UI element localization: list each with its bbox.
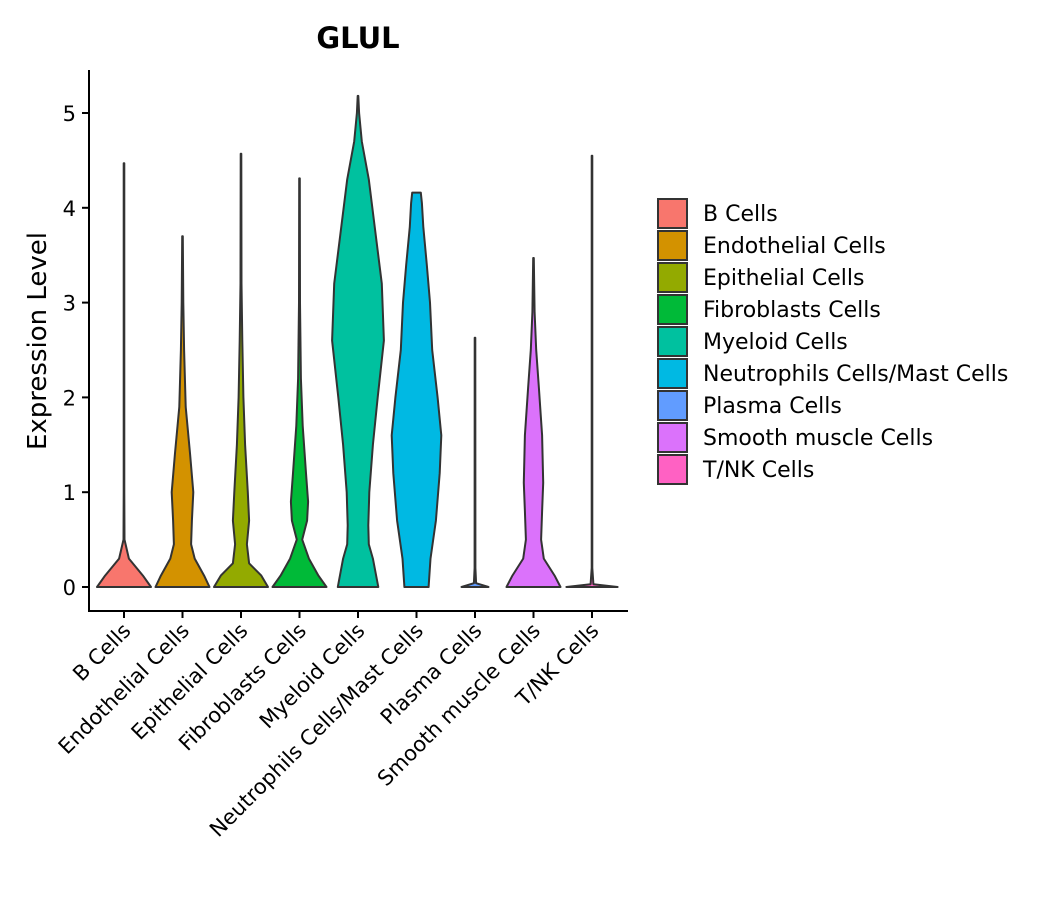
violin-plasma-cells — [460, 336, 490, 588]
y-tick-label: 1 — [63, 481, 76, 505]
legend-label: Plasma Cells — [703, 394, 842, 419]
legend-label: Smooth muscle Cells — [703, 426, 933, 451]
legend-label: B Cells — [703, 202, 778, 227]
legend-label: Endothelial Cells — [703, 234, 886, 259]
y-tick-label: 0 — [63, 576, 76, 600]
legend-swatch — [657, 390, 688, 421]
plot-area — [96, 94, 619, 588]
legend-swatch — [657, 294, 688, 325]
violin-t-nk-cells — [565, 154, 619, 588]
legend-label: Myeloid Cells — [703, 330, 848, 355]
legend-label: Epithelial Cells — [703, 266, 864, 291]
y-axis-ticks: 0 1 2 3 4 5 — [63, 102, 89, 600]
violin-myeloid-cells — [331, 94, 385, 588]
violin-b-cells — [96, 162, 152, 588]
chart-title: GLUL — [316, 21, 399, 55]
legend: B Cells Endothelial Cells Epithelial Cells… — [657, 198, 1008, 485]
x-tick-label: Plasma Cells — [376, 619, 487, 730]
y-axis-label: Expression Level — [23, 232, 53, 450]
legend-swatch — [657, 326, 688, 357]
legend-swatch — [657, 198, 688, 229]
violin-neutrophils-cells-mast-cells — [390, 191, 443, 588]
violin-smooth-muscle-cells — [505, 257, 562, 588]
legend-label: Fibroblasts Cells — [703, 298, 881, 323]
legend-swatch — [657, 422, 688, 453]
violin-fibroblasts-cells — [271, 177, 328, 588]
legend-swatch — [657, 262, 688, 293]
legend-swatch — [657, 358, 688, 389]
legend-label: T/NK Cells — [702, 458, 814, 483]
x-tick-label: Neutrophils Cells/Mast Cells — [205, 619, 428, 842]
y-tick-label: 4 — [63, 197, 76, 221]
violin-endothelial-cells — [154, 235, 211, 588]
legend-swatch — [657, 454, 688, 485]
violin-epithelial-cells — [213, 152, 269, 588]
y-tick-label: 2 — [63, 386, 76, 410]
y-tick-label: 5 — [63, 102, 76, 126]
legend-swatch — [657, 230, 688, 261]
legend-label: Neutrophils Cells/Mast Cells — [703, 362, 1008, 387]
y-tick-label: 3 — [63, 292, 76, 316]
